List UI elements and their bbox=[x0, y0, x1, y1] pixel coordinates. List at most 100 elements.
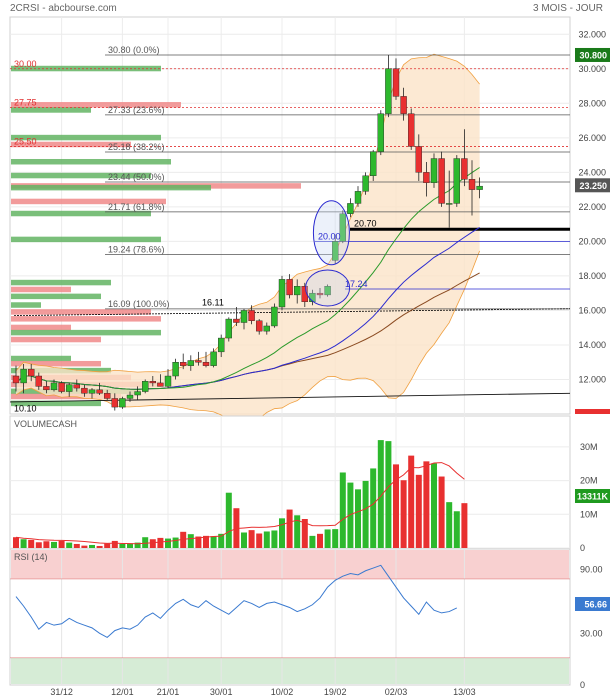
price-tick-label: 28.000 bbox=[578, 98, 606, 108]
candle-body bbox=[65, 384, 73, 392]
volume-bar bbox=[43, 541, 50, 548]
candle-body bbox=[377, 113, 384, 152]
candle-body bbox=[126, 394, 134, 399]
candle-body bbox=[256, 320, 263, 332]
price-tick-label: 26.000 bbox=[578, 133, 606, 143]
volume-bar bbox=[362, 480, 369, 548]
volume-bar bbox=[195, 536, 202, 548]
volume-bar bbox=[104, 543, 111, 548]
rsi-overbought-zone bbox=[11, 550, 569, 579]
volume-badge-bg bbox=[575, 489, 610, 503]
volume-tick-label: 10M bbox=[580, 509, 598, 519]
bollinger-upper bbox=[15, 53, 480, 373]
ticker-source: 2CRSI - abcbourse.com bbox=[10, 3, 117, 14]
volume-bar bbox=[73, 543, 80, 548]
candle-body bbox=[35, 375, 42, 387]
x-tick-label: 21/01 bbox=[157, 687, 180, 697]
candle-body bbox=[12, 375, 20, 384]
volume-bar bbox=[241, 532, 247, 548]
volume-bar bbox=[301, 519, 308, 548]
volume-bar bbox=[385, 441, 392, 548]
candle-body bbox=[88, 389, 96, 394]
volume-bar bbox=[438, 476, 445, 548]
volume-profile-bar bbox=[11, 302, 41, 308]
fib-level-label: 19.24 (78.6%) bbox=[108, 245, 165, 255]
rsi-tick-label: 0 bbox=[580, 680, 585, 690]
volume-bar bbox=[165, 538, 171, 548]
candle-body bbox=[187, 360, 195, 366]
candlesticks bbox=[12, 54, 483, 411]
price-tick-label: 24.000 bbox=[578, 167, 606, 177]
rsi-polyline bbox=[15, 564, 458, 639]
level-labels: 30.80 (0.0%) 27.33 (23.6%) 25.18 (38.2%) 23… bbox=[14, 45, 377, 413]
volume-profile-bar bbox=[11, 279, 111, 286]
candle-body bbox=[164, 375, 172, 387]
candle-body bbox=[271, 306, 278, 327]
x-tick-label: 13/03 bbox=[453, 687, 476, 697]
x-tick-label: 02/03 bbox=[385, 687, 408, 697]
volume-bar bbox=[423, 461, 430, 548]
rsi-line bbox=[15, 564, 458, 639]
volume-bar bbox=[286, 509, 293, 548]
volume-profile-bar bbox=[11, 293, 101, 300]
volume-bar bbox=[453, 511, 460, 548]
fib-level-label: 16.09 (100.0%) bbox=[108, 299, 170, 309]
candle-body bbox=[263, 325, 270, 332]
candle-body bbox=[50, 382, 58, 391]
gap-circle-upper bbox=[312, 200, 350, 266]
volume-bar bbox=[180, 531, 187, 548]
volume-bar bbox=[134, 542, 141, 548]
bollinger-fill bbox=[16, 54, 480, 424]
volume-tick-label: 30M bbox=[580, 442, 598, 452]
ma-long-line bbox=[9, 392, 571, 403]
bottom-badge-bg bbox=[575, 409, 610, 414]
volume-bar bbox=[58, 540, 65, 548]
x-tick-label: 12/01 bbox=[111, 687, 134, 697]
volume-bar bbox=[225, 492, 232, 548]
candle-body bbox=[423, 172, 430, 183]
volume-panel: VOLUMECASH 30M 20M 10M 0 13311K bbox=[9, 415, 610, 553]
candle-body bbox=[149, 381, 157, 384]
volume-profile-bar bbox=[11, 400, 101, 407]
rsi-panel: RSI (14) 90.00 30.00 0 56.66 bbox=[9, 548, 610, 690]
volume-bar bbox=[13, 537, 19, 548]
volume-bar bbox=[294, 515, 301, 548]
candle-body bbox=[385, 68, 392, 114]
volume-bar bbox=[415, 474, 422, 548]
volume-profile-bar bbox=[11, 107, 91, 113]
candle-body bbox=[134, 391, 141, 396]
last-price-badge-bg bbox=[575, 178, 610, 193]
volume-bar bbox=[332, 529, 339, 548]
fib-level-label: 30.80 (0.0%) bbox=[108, 45, 160, 55]
candle-body bbox=[301, 286, 308, 303]
candle-body bbox=[73, 384, 81, 389]
support-label: 20.70 bbox=[354, 218, 377, 228]
candle-body bbox=[225, 318, 233, 339]
volume-bar bbox=[263, 531, 270, 548]
volume-bar bbox=[149, 539, 156, 548]
volume-bar bbox=[127, 543, 133, 548]
price-panel: 30.80 (0.0%) 27.33 (23.6%) 25.18 (38.2%) 23… bbox=[9, 16, 610, 424]
candle-body bbox=[339, 213, 346, 242]
volume-bar bbox=[51, 541, 57, 548]
volume-bar bbox=[393, 464, 399, 548]
volume-bar bbox=[370, 468, 377, 548]
candle-body bbox=[179, 362, 187, 366]
volume-profile-bar bbox=[11, 184, 211, 191]
price-tick-label: 16.000 bbox=[578, 305, 606, 315]
candle-body bbox=[316, 292, 324, 296]
volume-bar bbox=[347, 482, 354, 548]
candle-body bbox=[233, 318, 240, 323]
volume-profile-bar bbox=[11, 141, 131, 148]
volume-profile-bar bbox=[11, 336, 101, 343]
volume-bar bbox=[461, 503, 468, 548]
support-label-blue: 20.00 bbox=[318, 231, 341, 241]
candle-body bbox=[141, 381, 149, 392]
fib-level-label: 21.71 (61.8%) bbox=[108, 202, 165, 212]
volume-bar bbox=[81, 545, 88, 548]
candle-body bbox=[354, 191, 362, 204]
volume-bar bbox=[172, 537, 179, 548]
candle-body bbox=[240, 310, 248, 323]
candle-body bbox=[324, 286, 331, 296]
candle-body bbox=[119, 398, 126, 408]
